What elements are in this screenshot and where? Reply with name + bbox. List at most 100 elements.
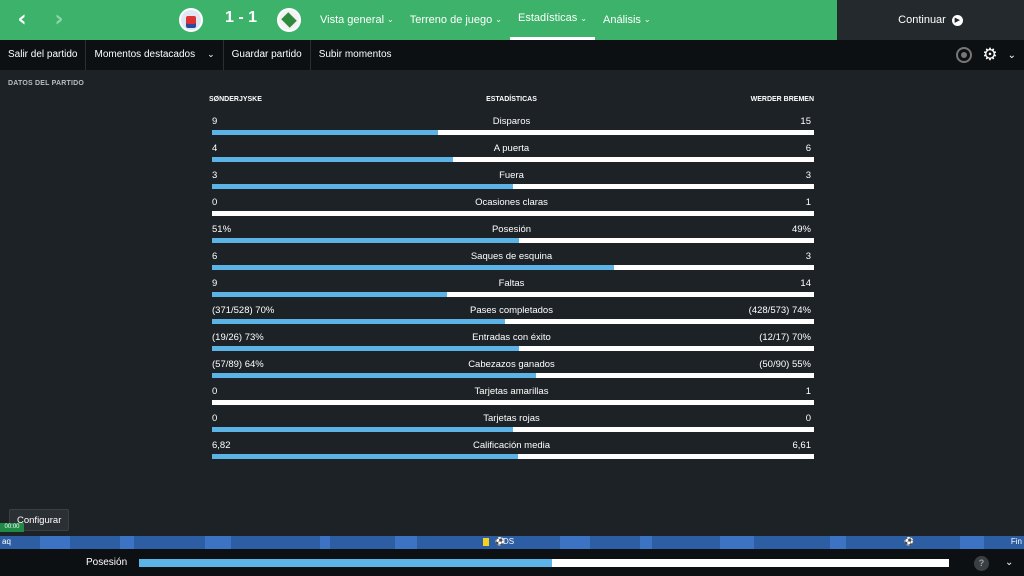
- chevron-down-icon: ⌄: [387, 15, 394, 24]
- stat-away-value: 49%: [791, 224, 811, 235]
- stat-bar-home-fill: [212, 427, 513, 432]
- stat-bar: [212, 184, 814, 189]
- top-bar: ‹ › 1 - 1 Vista general ⌄ Terreno de jueg…: [0, 0, 1024, 40]
- stat-bar: [212, 238, 814, 243]
- match-timeline[interactable]: aq ⚽ DS ⚽ Fin: [0, 536, 1024, 549]
- stat-bar: [212, 373, 814, 378]
- forward-arrow-icon[interactable]: ›: [54, 7, 64, 32]
- highlights-dropdown[interactable]: Momentos destacados ⌄: [86, 40, 224, 70]
- stat-bar: [212, 346, 814, 351]
- stat-label: Tarjetas amarillas: [474, 386, 549, 397]
- stat-row: 6 Saques de esquina 3: [209, 243, 814, 270]
- stat-away-value: 6: [805, 143, 811, 154]
- back-arrow-icon[interactable]: ‹: [17, 7, 27, 32]
- stats-column-title: ESTADÍSTICAS: [486, 96, 537, 103]
- stat-away-value: 1: [805, 197, 811, 208]
- stat-bar-home-fill: [212, 319, 505, 324]
- chevron-down-icon: ⌄: [643, 15, 651, 24]
- stat-bar: [212, 292, 814, 297]
- stat-label: Entradas con éxito: [472, 332, 551, 343]
- stat-home-value: 0: [212, 413, 218, 424]
- stat-away-value: 15: [800, 116, 811, 127]
- stats-table: SØNDERJYSKE ESTADÍSTICAS WERDER BREMEN 9…: [209, 96, 814, 459]
- stat-row: 3 Fuera 3: [209, 162, 814, 189]
- configure-button[interactable]: Configurar: [9, 509, 70, 531]
- goal-ball-icon: ⚽: [904, 537, 914, 546]
- stat-label: Fuera: [499, 170, 524, 181]
- stat-away-value: 14: [800, 278, 811, 289]
- record-icon[interactable]: [956, 47, 973, 63]
- stat-row: 51% Posesión 49%: [209, 216, 814, 243]
- tab-vista-general[interactable]: Vista general ⌄: [312, 0, 402, 40]
- stat-bar: [212, 211, 814, 216]
- save-match-button[interactable]: Guardar partido: [224, 40, 311, 70]
- play-circle-icon: ▶: [951, 14, 963, 26]
- stat-bar: [212, 319, 814, 324]
- stat-bar-home-fill: [212, 184, 513, 189]
- stat-away-value: 3: [805, 170, 811, 181]
- chevron-down-icon[interactable]: ⌄: [1005, 557, 1014, 568]
- stat-row: 0 Ocasiones claras 1: [209, 189, 814, 216]
- stat-home-value: 9: [212, 116, 218, 127]
- stat-home-value: 0: [212, 197, 218, 208]
- away-team-crest-icon: [277, 8, 301, 32]
- stat-row: 9 Faltas 14: [209, 270, 814, 297]
- stat-bar: [212, 454, 814, 459]
- stat-home-value: 6: [212, 251, 218, 262]
- goal-ball-icon: ⚽: [495, 537, 505, 546]
- stat-bar: [212, 400, 814, 405]
- stat-home-value: 4: [212, 143, 218, 154]
- stat-bar-home-fill: [212, 346, 520, 351]
- stat-label: Pases completados: [470, 305, 553, 316]
- possession-bar-fill: [139, 559, 553, 567]
- chevron-down-icon: ⌄: [207, 50, 215, 60]
- continue-button[interactable]: Continuar ▶: [837, 0, 1024, 40]
- possession-label: Posesión: [86, 557, 128, 568]
- stat-label: Tarjetas rojas: [483, 413, 540, 424]
- stat-home-value: 9: [212, 278, 218, 289]
- stat-row: 9 Disparos 15: [209, 108, 814, 135]
- help-icon[interactable]: ?: [974, 556, 989, 571]
- stat-away-value: 1: [805, 386, 811, 397]
- main-tabs: Vista general ⌄ Terreno de juego ⌄ Estadís…: [312, 0, 659, 40]
- timeline-start-label: aq: [2, 537, 11, 546]
- stat-home-value: 3: [212, 170, 218, 181]
- chevron-down-icon: ⌄: [495, 15, 502, 24]
- tab-terreno-de-juego[interactable]: Terreno de juego ⌄: [402, 0, 510, 40]
- stat-away-value: (428/573) 74%: [748, 305, 811, 316]
- stat-home-value: 0: [212, 386, 218, 397]
- gear-icon[interactable]: ⚙: [982, 45, 998, 65]
- timeline-halftime-label: DS: [503, 537, 515, 546]
- stat-away-value: (12/17) 70%: [759, 332, 811, 343]
- stat-label: Faltas: [498, 278, 525, 289]
- away-team-name: WERDER BREMEN: [750, 96, 814, 103]
- home-team-name: SØNDERJYSKE: [209, 96, 262, 103]
- stat-bar: [212, 265, 814, 270]
- exit-match-button[interactable]: Salir del partido: [0, 40, 87, 70]
- stat-bar-home-fill: [212, 157, 453, 162]
- tab-analisis[interactable]: Análisis ⌄: [595, 0, 659, 40]
- stat-label: Ocasiones claras: [475, 197, 548, 208]
- stat-label: Calificación media: [472, 440, 551, 451]
- match-score: 1 - 1: [224, 9, 257, 26]
- stat-home-value: (57/89) 64%: [212, 359, 264, 370]
- section-title: DATOS DEL PARTIDO: [8, 80, 84, 87]
- chevron-down-icon: ⌄: [580, 14, 587, 23]
- stat-row: 6,82 Calificación media 6,61: [209, 432, 814, 459]
- chevron-down-icon[interactable]: ⌄: [1007, 49, 1016, 61]
- upload-highlights-button[interactable]: Subir momentos: [318, 49, 392, 60]
- stat-row: 0 Tarjetas amarillas 1: [209, 378, 814, 405]
- action-bar: Salir del partido Momentos destacados ⌄ G…: [0, 40, 1024, 70]
- stat-away-value: 6,61: [792, 440, 812, 451]
- stat-away-value: 0: [805, 413, 811, 424]
- stat-home-value: 6,82: [212, 440, 231, 451]
- stat-bar: [212, 130, 814, 135]
- yellow-card-icon: [483, 538, 489, 546]
- stat-label: Cabezazos ganados: [468, 359, 555, 370]
- stat-bar-home-fill: [212, 292, 448, 297]
- stat-away-value: 3: [805, 251, 811, 262]
- stat-bar-home-fill: [212, 265, 614, 270]
- stat-home-value: (19/26) 73%: [212, 332, 264, 343]
- stat-bar-home-fill: [212, 454, 518, 459]
- tab-estadisticas[interactable]: Estadísticas ⌄: [509, 0, 595, 40]
